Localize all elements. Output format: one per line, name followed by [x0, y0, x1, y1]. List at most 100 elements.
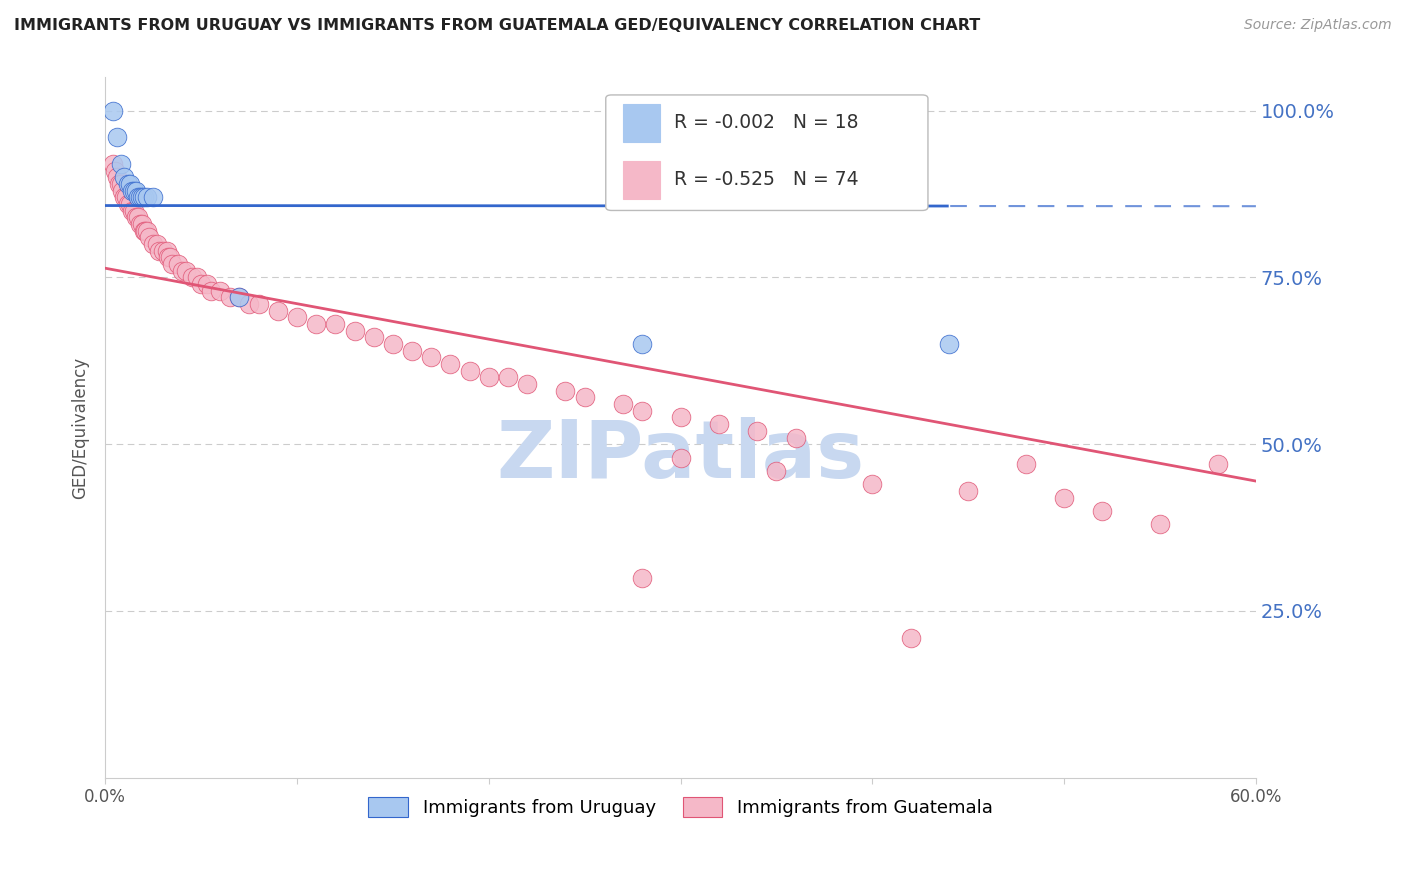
Point — [238, 297, 260, 311]
Point — [669, 450, 692, 465]
Point — [122, 203, 145, 218]
Bar — [623, 161, 659, 199]
Point — [401, 343, 423, 358]
Point — [612, 397, 634, 411]
Point — [707, 417, 730, 432]
Point — [900, 631, 922, 645]
Point — [186, 270, 208, 285]
Point — [631, 570, 654, 584]
Y-axis label: GED/Equivalency: GED/Equivalency — [72, 357, 89, 499]
Bar — [623, 103, 659, 142]
Point — [554, 384, 576, 398]
Point — [190, 277, 212, 292]
Text: IMMIGRANTS FROM URUGUAY VS IMMIGRANTS FROM GUATEMALA GED/EQUIVALENCY CORRELATION: IMMIGRANTS FROM URUGUAY VS IMMIGRANTS FR… — [14, 18, 980, 33]
Point — [765, 464, 787, 478]
Point — [1149, 517, 1171, 532]
Point — [785, 430, 807, 444]
Point — [107, 177, 129, 191]
Point — [1206, 457, 1229, 471]
Point — [195, 277, 218, 292]
Point — [131, 190, 153, 204]
Point — [285, 310, 308, 325]
Point — [180, 270, 202, 285]
Point — [117, 177, 139, 191]
Point — [115, 190, 138, 204]
Point — [228, 290, 250, 304]
Point — [439, 357, 461, 371]
Point — [496, 370, 519, 384]
Point — [159, 251, 181, 265]
Point — [631, 337, 654, 351]
Point — [155, 244, 177, 258]
Point — [747, 424, 769, 438]
Point — [112, 170, 135, 185]
Point — [516, 377, 538, 392]
Point — [1015, 457, 1038, 471]
Point — [111, 184, 134, 198]
Point — [167, 257, 190, 271]
Point — [128, 190, 150, 204]
Point — [120, 197, 142, 211]
Point — [325, 317, 347, 331]
Point — [125, 184, 148, 198]
Point — [132, 190, 155, 204]
Point — [174, 264, 197, 278]
Point — [112, 190, 135, 204]
Point — [146, 237, 169, 252]
FancyBboxPatch shape — [606, 95, 928, 211]
Point — [218, 290, 240, 304]
Point — [574, 391, 596, 405]
Point — [121, 203, 143, 218]
Point — [200, 284, 222, 298]
Point — [117, 197, 139, 211]
Point — [110, 157, 132, 171]
Text: R = -0.002   N = 18: R = -0.002 N = 18 — [673, 113, 858, 132]
Point — [148, 244, 170, 258]
Text: R = -0.525   N = 74: R = -0.525 N = 74 — [673, 170, 858, 189]
Point — [136, 190, 159, 204]
Point — [170, 264, 193, 278]
Point — [101, 157, 124, 171]
Point — [142, 190, 165, 204]
Point — [127, 190, 149, 204]
Point — [1091, 504, 1114, 518]
Point — [420, 351, 443, 365]
Point — [105, 130, 128, 145]
Point — [669, 410, 692, 425]
Point — [957, 483, 980, 498]
Point — [152, 244, 174, 258]
Point — [209, 284, 232, 298]
Point — [110, 177, 132, 191]
Point — [458, 364, 481, 378]
Point — [228, 290, 250, 304]
Point — [938, 337, 960, 351]
Point — [157, 251, 180, 265]
Point — [860, 477, 883, 491]
Point — [128, 217, 150, 231]
Point — [267, 303, 290, 318]
Point — [120, 177, 142, 191]
Legend: Immigrants from Uruguay, Immigrants from Guatemala: Immigrants from Uruguay, Immigrants from… — [361, 790, 1000, 824]
Point — [127, 211, 149, 225]
Point — [343, 324, 366, 338]
Point — [104, 163, 127, 178]
Point — [134, 224, 156, 238]
Point — [131, 217, 153, 231]
Point — [381, 337, 404, 351]
Point — [631, 404, 654, 418]
Point — [1053, 491, 1076, 505]
Text: Source: ZipAtlas.com: Source: ZipAtlas.com — [1244, 18, 1392, 32]
Point — [121, 184, 143, 198]
Point — [122, 184, 145, 198]
Point — [363, 330, 385, 344]
Point — [125, 211, 148, 225]
Point — [105, 170, 128, 185]
Point — [142, 237, 165, 252]
Point — [247, 297, 270, 311]
Point — [132, 224, 155, 238]
Point — [162, 257, 184, 271]
Point — [478, 370, 501, 384]
Text: ZIPatlas: ZIPatlas — [496, 417, 865, 494]
Point — [138, 230, 160, 244]
Point — [101, 103, 124, 118]
